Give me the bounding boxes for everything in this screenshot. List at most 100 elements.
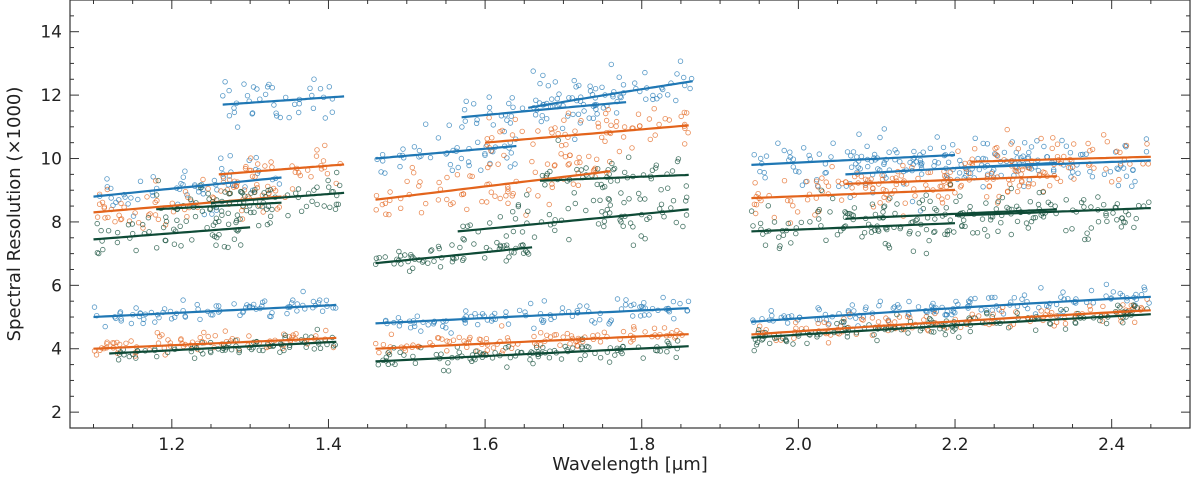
data-point: [859, 234, 865, 240]
data-point: [309, 92, 315, 99]
data-point: [881, 203, 888, 209]
data-point: [1095, 194, 1101, 200]
data-point: [955, 148, 961, 154]
data-point: [980, 140, 986, 147]
data-point: [566, 161, 572, 167]
data-point: [128, 320, 135, 327]
data-point: [999, 194, 1006, 201]
data-point: [96, 201, 103, 207]
data-point: [486, 104, 493, 111]
data-point: [218, 165, 225, 172]
x-tick-label: 2.0: [785, 435, 812, 455]
data-point: [549, 184, 555, 191]
data-point: [508, 345, 515, 351]
data-point: [984, 309, 990, 316]
data-point: [487, 161, 493, 168]
data-point: [930, 300, 936, 307]
data-point: [94, 220, 100, 227]
data-point: [222, 79, 228, 85]
data-point: [654, 95, 660, 102]
data-point: [844, 149, 851, 155]
data-point: [509, 95, 515, 101]
data-point: [1103, 293, 1109, 299]
data-point: [889, 175, 896, 182]
data-point: [458, 155, 465, 162]
data-point: [1023, 220, 1030, 226]
data-point: [1131, 319, 1138, 325]
data-point: [446, 122, 452, 128]
data-point: [939, 200, 946, 206]
data-point: [1145, 161, 1151, 167]
data-point: [815, 184, 821, 190]
x-tick-label: 1.4: [315, 435, 342, 455]
data-point: [785, 220, 791, 227]
data-point: [271, 102, 277, 108]
data-point: [499, 323, 505, 329]
data-point: [126, 218, 133, 224]
fit-line-yj-high-green-2: [156, 201, 282, 211]
data-point: [1107, 168, 1114, 175]
data-point: [984, 233, 991, 239]
data-point: [1117, 149, 1123, 156]
data-point: [183, 218, 189, 224]
data-point: [414, 313, 420, 319]
data-point: [456, 349, 462, 355]
data-point: [544, 171, 550, 177]
data-point: [1087, 168, 1093, 175]
data-point: [642, 329, 648, 335]
data-point: [533, 97, 539, 103]
data-point: [815, 320, 821, 327]
data-point: [454, 145, 460, 151]
data-point: [1069, 169, 1076, 175]
data-point: [282, 332, 288, 338]
data-point: [967, 170, 974, 176]
data-point: [1119, 215, 1125, 221]
data-point: [642, 235, 648, 242]
data-point: [793, 319, 799, 326]
data-point: [650, 96, 656, 103]
data-point: [269, 206, 275, 213]
data-point: [102, 215, 108, 221]
data-point: [555, 130, 561, 137]
data-point: [411, 144, 418, 150]
data-point: [560, 334, 566, 340]
data-point: [552, 227, 558, 234]
data-point: [538, 118, 544, 125]
data-point: [510, 208, 516, 215]
data-point: [505, 343, 512, 350]
data-point: [559, 305, 566, 311]
data-point: [557, 342, 563, 348]
data-point: [872, 211, 879, 218]
data-point: [1122, 219, 1128, 226]
data-point: [150, 192, 156, 199]
data-point: [412, 360, 419, 366]
data-point: [819, 188, 826, 195]
data-point: [1014, 203, 1020, 209]
data-point: [1026, 149, 1032, 156]
data-point: [951, 229, 957, 235]
data-point: [1052, 203, 1058, 209]
fit-line-k-high-green-1: [751, 222, 956, 233]
data-point: [601, 223, 607, 230]
data-point: [450, 200, 456, 206]
data-point: [540, 344, 546, 351]
data-point: [868, 176, 874, 182]
data-point: [996, 193, 1002, 200]
data-point: [1132, 178, 1138, 185]
data-point: [548, 126, 554, 132]
data-point: [630, 242, 637, 248]
data-point: [843, 210, 849, 216]
data-point: [262, 91, 269, 98]
data-point: [920, 205, 926, 212]
data-point: [605, 195, 611, 202]
data-point: [993, 151, 999, 158]
data-point: [586, 115, 592, 121]
data-point: [171, 226, 177, 232]
data-point: [926, 237, 932, 244]
fit-line-h-low-green: [375, 345, 689, 363]
data-point: [1015, 145, 1021, 152]
data-point: [251, 209, 257, 215]
data-point: [155, 177, 161, 184]
data-point: [876, 303, 882, 309]
